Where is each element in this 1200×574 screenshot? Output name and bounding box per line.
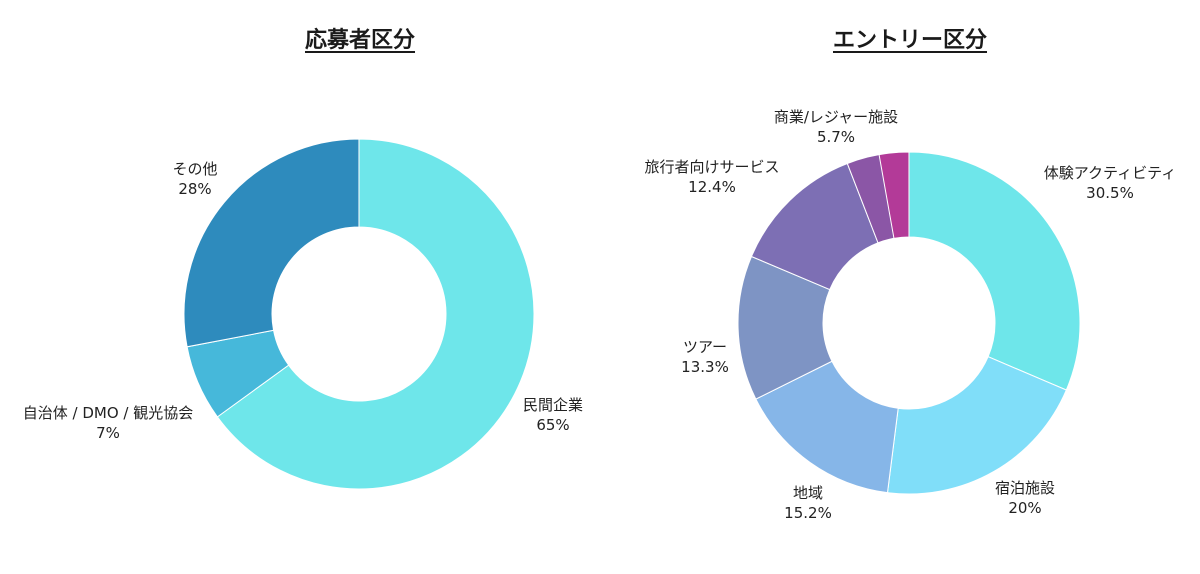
slice-label: 宿泊施設 (995, 479, 1055, 497)
donut-slice-accent (878, 151, 910, 239)
applicant-donut: 民間企業 65% 自治体 / DMO / 観光協会 7% その他 28% (23, 138, 583, 490)
chart-title-applicant-category: 応募者区分 (304, 28, 416, 53)
slice-value-label: 5.7% (817, 128, 855, 146)
slice-value-label: 20% (1008, 499, 1041, 517)
slice-label: 民間企業 (523, 396, 583, 414)
slice-label: 旅行者向けサービス (644, 158, 779, 176)
slice-value-label: 30.5% (1086, 184, 1134, 202)
chart-title-entry-category: エントリー区分 (832, 28, 988, 53)
slice-value-label: 28% (178, 180, 211, 198)
slice-label: 商業/レジャー施設 (774, 108, 898, 126)
entry-donut: 体験アクティビティ 30.5% 宿泊施設 20% 地域 15.2% ツアー 13.3% 旅行者向… (644, 108, 1176, 522)
donut-slice (886, 356, 1067, 495)
donut-slice (183, 138, 360, 348)
slice-label: 地域 (793, 484, 823, 502)
donut-slice (908, 151, 1081, 391)
slice-value-label: 7% (96, 424, 120, 442)
slice-value-label: 15.2% (784, 504, 832, 522)
slice-value-label: 13.3% (681, 358, 729, 376)
slice-label: その他 (172, 160, 217, 178)
slice-label: 体験アクティビティ (1044, 164, 1176, 182)
donut-slice (216, 138, 535, 490)
donut-slice (755, 360, 899, 494)
slice-label: 自治体 / DMO / 観光協会 (23, 404, 193, 422)
slice-label: ツアー (683, 338, 727, 356)
slice-value-label: 12.4% (688, 178, 736, 196)
slice-value-label: 65% (536, 416, 569, 434)
